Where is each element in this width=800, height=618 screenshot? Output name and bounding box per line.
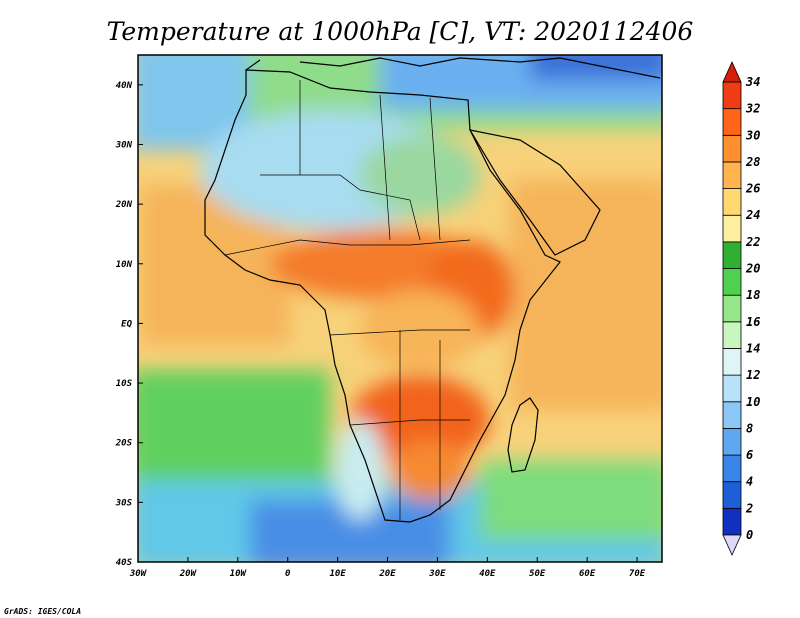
- colorbar-label: 18: [746, 288, 760, 302]
- lat-tick-label: 30N: [115, 140, 133, 150]
- colorbar-swatch: [722, 401, 742, 429]
- colorbar-swatch: [722, 321, 742, 349]
- lon-tick-label: 0: [285, 569, 291, 579]
- lon-tick-label: 70E: [629, 569, 646, 579]
- latitude-axis: 40N 30N 20N 10N EQ 10S 20S 30S 40S: [115, 81, 143, 568]
- colorbar-swatch: [722, 161, 742, 189]
- lon-tick-label: 20W: [179, 569, 198, 579]
- chart-title: Temperature at 1000hPa [C], VT: 20201124…: [107, 17, 694, 46]
- colorbar-label: 12: [746, 368, 760, 382]
- colorbar-high-tip: [722, 61, 742, 83]
- colorbar-swatch: [722, 81, 742, 110]
- colorbar-swatch: [722, 241, 742, 269]
- country-borders: [224, 80, 471, 520]
- temperature-field: [138, 55, 662, 562]
- colorbar-label: 4: [746, 475, 753, 489]
- colorbar-label: 10: [746, 395, 760, 409]
- colorbar-swatch: [722, 134, 742, 163]
- colorbar-label: 6: [746, 448, 753, 462]
- lat-tick-label: EQ: [121, 319, 132, 329]
- footer-credit: GrADS: IGES/COLA: [4, 607, 81, 616]
- lat-tick-label: 40N: [116, 81, 133, 91]
- lon-tick-label: 10E: [329, 569, 346, 579]
- longitude-axis: 30W 20W 10W 0 10E 20E 30E 40E 50E 60E 70E: [129, 557, 646, 579]
- lon-tick-label: 30E: [428, 569, 446, 579]
- lon-tick-label: 40E: [479, 569, 496, 579]
- colorbar-label: 8: [746, 421, 753, 435]
- lat-tick-label: 20N: [115, 200, 133, 210]
- colorbar-label: 20: [745, 262, 760, 276]
- lat-tick-label: 30S: [115, 498, 133, 508]
- colorbar-low-tip: [722, 534, 742, 556]
- lat-tick-label: 10N: [116, 260, 133, 270]
- coastlines: [204, 57, 661, 523]
- colorbar-label: 32: [745, 102, 760, 116]
- colorbar-label: 34: [745, 75, 760, 89]
- lon-tick-label: 50E: [529, 569, 546, 579]
- colorbar-swatch: [722, 454, 742, 483]
- colorbar-swatch: [722, 348, 742, 376]
- colorbar-label: 22: [745, 235, 760, 249]
- colorbar-swatch: [722, 108, 742, 136]
- colorbar-label: 28: [745, 155, 760, 169]
- lon-tick-label: 60E: [579, 569, 596, 579]
- colorbar-swatch: [722, 374, 742, 403]
- colorbar-swatch: [722, 428, 742, 456]
- colorbar-swatch: [722, 188, 742, 216]
- colorbar-label: 24: [745, 208, 760, 222]
- lon-tick-label: 30W: [129, 569, 148, 579]
- lat-tick-label: 10S: [116, 379, 133, 389]
- lat-tick-label: 40S: [116, 558, 133, 568]
- lon-tick-label: 20E: [378, 569, 396, 579]
- colorbar-swatch: [722, 214, 742, 243]
- lon-tick-label: 10W: [230, 569, 248, 579]
- colorbar-label: 14: [746, 341, 760, 355]
- lat-tick-label: 20S: [115, 439, 133, 449]
- colorbar-label: 16: [746, 315, 760, 329]
- colorbar-label: 2: [745, 501, 753, 515]
- colorbar-swatch: [722, 507, 742, 536]
- colorbar-swatch: [722, 481, 742, 509]
- colorbar-swatch: [722, 294, 742, 323]
- map-frame: [137, 54, 663, 563]
- colorbar-label: 26: [745, 182, 760, 196]
- colorbar-swatch: [722, 268, 742, 296]
- colorbar-label: 30: [745, 128, 760, 142]
- colorbar-label: 0: [746, 528, 753, 542]
